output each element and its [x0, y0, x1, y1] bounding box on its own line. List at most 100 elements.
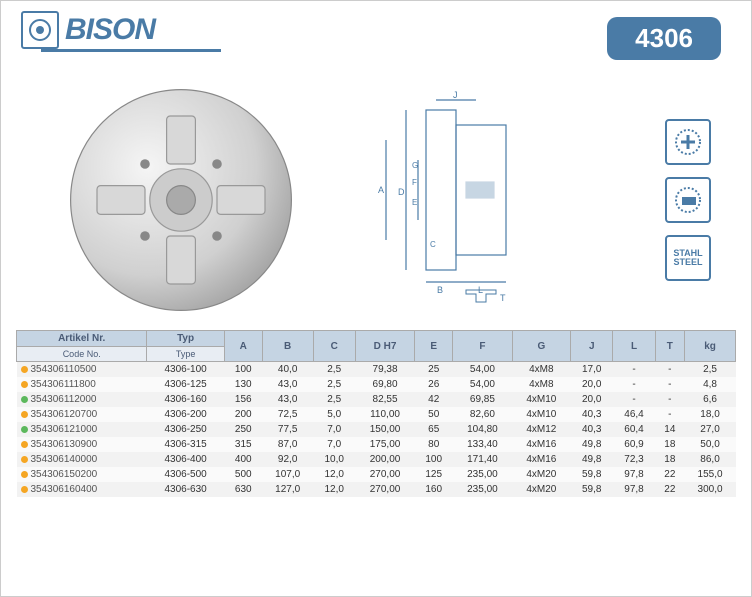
cell-G: 4xM16 [512, 437, 571, 452]
cell-code: 354306112000 [17, 392, 147, 407]
cell-J: 40,3 [571, 407, 613, 422]
cell-A: 130 [224, 377, 262, 392]
cell-E: 160 [415, 482, 453, 497]
cell-kg: 300,0 [685, 482, 736, 497]
cell-T: - [655, 392, 684, 407]
svg-text:D: D [398, 187, 405, 197]
th-L: L [613, 331, 655, 362]
th-type: Type [147, 347, 224, 362]
product-photo [61, 80, 301, 320]
cell-typ: 4306-160 [147, 392, 224, 407]
cell-F: 104,80 [453, 422, 512, 437]
table-row: 3543061502004306-500500107,012,0270,0012… [17, 467, 736, 482]
svg-text:E: E [412, 198, 417, 207]
cell-typ: 4306-500 [147, 467, 224, 482]
logo-block: BISON [21, 11, 221, 52]
cell-G: 4xM10 [512, 407, 571, 422]
cell-code: 354306110500 [17, 362, 147, 378]
cell-DH7: 110,00 [355, 407, 414, 422]
cell-B: 107,0 [262, 467, 313, 482]
cell-E: 125 [415, 467, 453, 482]
cell-C: 12,0 [313, 482, 355, 497]
table-row: 3543061120004306-16015643,02,582,554269,… [17, 392, 736, 407]
cell-J: 49,8 [571, 452, 613, 467]
cell-B: 72,5 [262, 407, 313, 422]
cell-code: 354306121000 [17, 422, 147, 437]
svg-text:G: G [412, 161, 418, 170]
cell-typ: 4306-630 [147, 482, 224, 497]
cell-F: 54,00 [453, 377, 512, 392]
svg-text:F: F [412, 178, 417, 187]
cell-E: 65 [415, 422, 453, 437]
cell-C: 7,0 [313, 422, 355, 437]
th-kg: kg [685, 331, 736, 362]
badge-lathe-icon [665, 177, 711, 223]
table-row: 3543061207004306-20020072,55,0110,005082… [17, 407, 736, 422]
badge-steel: STAHL STEEL [665, 235, 711, 281]
cell-G: 4xM8 [512, 377, 571, 392]
cell-T: 22 [655, 467, 684, 482]
badge-steel-label: STAHL STEEL [667, 249, 709, 267]
cell-J: 59,8 [571, 467, 613, 482]
cell-F: 235,00 [453, 467, 512, 482]
cell-E: 26 [415, 377, 453, 392]
cell-B: 127,0 [262, 482, 313, 497]
cell-code: 354306150200 [17, 467, 147, 482]
cell-F: 82,60 [453, 407, 512, 422]
cell-T: 18 [655, 437, 684, 452]
cell-code: 354306130900 [17, 437, 147, 452]
cell-G: 4xM10 [512, 392, 571, 407]
cell-T: 14 [655, 422, 684, 437]
table-row: 3543061105004306-10010040,02,579,382554,… [17, 362, 736, 378]
cell-G: 4xM8 [512, 362, 571, 378]
cell-E: 100 [415, 452, 453, 467]
cell-T: - [655, 407, 684, 422]
cell-C: 12,0 [313, 467, 355, 482]
cell-L: 60,9 [613, 437, 655, 452]
cell-T: 18 [655, 452, 684, 467]
cell-J: 20,0 [571, 377, 613, 392]
th-typ: Typ [147, 331, 224, 347]
table-row: 3543061210004306-25025077,57,0150,006510… [17, 422, 736, 437]
spec-table: Artikel Nr. Typ A B C D H7 E F G J L T k… [16, 330, 736, 497]
cell-L: 60,4 [613, 422, 655, 437]
cell-T: 22 [655, 482, 684, 497]
cell-DH7: 270,00 [355, 482, 414, 497]
cell-L: - [613, 392, 655, 407]
cell-B: 77,5 [262, 422, 313, 437]
cell-L: 72,3 [613, 452, 655, 467]
cell-kg: 2,5 [685, 362, 736, 378]
cell-G: 4xM16 [512, 452, 571, 467]
table-body: 3543061105004306-10010040,02,579,382554,… [17, 362, 736, 498]
cell-DH7: 82,55 [355, 392, 414, 407]
cell-DH7: 69,80 [355, 377, 414, 392]
cell-A: 630 [224, 482, 262, 497]
cell-L: 97,8 [613, 467, 655, 482]
cell-typ: 4306-400 [147, 452, 224, 467]
cell-J: 49,8 [571, 437, 613, 452]
model-badge: 4306 [607, 17, 721, 60]
cell-typ: 4306-125 [147, 377, 224, 392]
cell-C: 2,5 [313, 362, 355, 378]
cell-B: 43,0 [262, 392, 313, 407]
th-artikel: Artikel Nr. [17, 331, 147, 347]
bison-logo-icon [21, 11, 59, 49]
th-E: E [415, 331, 453, 362]
cell-C: 10,0 [313, 452, 355, 467]
th-DH7: D H7 [355, 331, 414, 362]
cell-typ: 4306-100 [147, 362, 224, 378]
cell-G: 4xM20 [512, 482, 571, 497]
cell-B: 40,0 [262, 362, 313, 378]
cell-G: 4xM12 [512, 422, 571, 437]
cell-DH7: 175,00 [355, 437, 414, 452]
cell-B: 87,0 [262, 437, 313, 452]
cell-E: 50 [415, 407, 453, 422]
th-codeno: Code No. [17, 347, 147, 362]
svg-text:T: T [500, 293, 506, 303]
cell-J: 20,0 [571, 392, 613, 407]
content-area: D A F E G C B L J T STAHL STEE [1, 60, 751, 330]
svg-text:C: C [430, 240, 436, 249]
th-C: C [313, 331, 355, 362]
cell-J: 17,0 [571, 362, 613, 378]
cell-F: 133,40 [453, 437, 512, 452]
